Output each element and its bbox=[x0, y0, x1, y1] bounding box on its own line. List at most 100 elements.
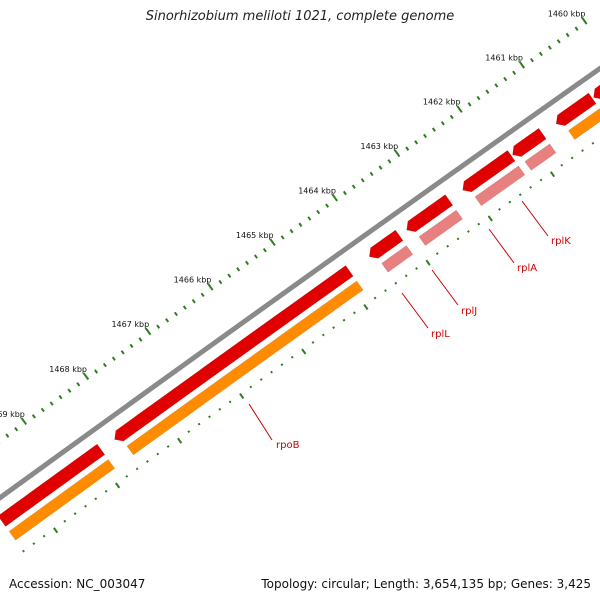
inner-minor-tick bbox=[384, 289, 387, 292]
gene-label-rplA[interactable]: rplA bbox=[517, 263, 537, 274]
inner-minor-tick bbox=[104, 489, 108, 493]
gene-label-rpoB[interactable]: rpoB bbox=[276, 440, 300, 451]
major-tick bbox=[82, 372, 90, 381]
gene-label-rplL[interactable]: rplL bbox=[431, 329, 450, 340]
minor-tick bbox=[351, 184, 356, 189]
minor-tick bbox=[129, 343, 134, 349]
minor-tick bbox=[200, 292, 205, 298]
minor-tick bbox=[67, 388, 72, 393]
inner-minor-tick bbox=[125, 474, 129, 478]
minor-tick bbox=[414, 140, 419, 145]
tick-label: 1466 kbp bbox=[174, 275, 212, 284]
gene-feature-rplA bbox=[462, 150, 516, 193]
rna-feature-rplK bbox=[524, 143, 557, 171]
inner-minor-tick bbox=[404, 274, 408, 278]
inner-minor-tick bbox=[498, 208, 501, 211]
inner-minor-tick bbox=[373, 296, 377, 300]
inner-minor-tick bbox=[218, 407, 222, 411]
inner-major-tick bbox=[425, 259, 431, 266]
minor-tick bbox=[538, 51, 543, 57]
minor-tick bbox=[378, 165, 383, 170]
minor-tick bbox=[423, 133, 428, 139]
minor-tick bbox=[342, 190, 347, 196]
leader-line bbox=[488, 228, 515, 264]
inner-minor-tick bbox=[280, 363, 284, 367]
minor-tick bbox=[262, 247, 267, 253]
inner-minor-tick bbox=[166, 445, 170, 448]
minor-tick bbox=[360, 178, 365, 183]
major-tick bbox=[518, 61, 526, 69]
minor-tick bbox=[574, 26, 579, 31]
inner-minor-tick bbox=[84, 504, 87, 508]
inner-major-tick bbox=[301, 348, 307, 355]
leader-line bbox=[248, 403, 273, 441]
inner-minor-tick bbox=[477, 222, 481, 226]
minor-tick bbox=[476, 95, 481, 101]
inner-minor-tick bbox=[311, 341, 315, 344]
inner-minor-tick bbox=[446, 244, 450, 248]
inner-minor-tick bbox=[156, 452, 160, 456]
inner-minor-tick bbox=[581, 149, 584, 152]
major-tick bbox=[269, 238, 276, 247]
minor-tick bbox=[5, 433, 10, 438]
minor-tick bbox=[218, 279, 223, 285]
inner-minor-tick bbox=[63, 519, 67, 523]
minor-tick bbox=[565, 32, 570, 38]
minor-tick bbox=[236, 267, 241, 272]
gene-label-rplJ[interactable]: rplJ bbox=[461, 306, 477, 317]
tick-label: 1468 kbp bbox=[49, 365, 87, 374]
tick-label: 1460 kbp bbox=[548, 9, 586, 18]
minor-tick bbox=[431, 127, 436, 132]
inner-minor-tick bbox=[415, 267, 418, 270]
leader-line bbox=[401, 292, 429, 329]
inner-major-tick bbox=[53, 527, 59, 534]
minor-tick bbox=[512, 70, 517, 76]
minor-tick bbox=[138, 337, 143, 342]
minor-tick bbox=[227, 273, 232, 278]
gene-track bbox=[0, 84, 600, 527]
tick-labels: 1460 kbp 1461 kbp 1462 kbp 1463 kbp 1464 kbp… bbox=[0, 9, 585, 419]
minor-tick bbox=[405, 146, 410, 151]
minor-tick bbox=[58, 394, 63, 400]
major-tick bbox=[331, 193, 338, 202]
tick-label: 1465 kbp bbox=[236, 231, 274, 240]
inner-minor-tick bbox=[22, 549, 25, 553]
label-rpoB: rpoB bbox=[248, 403, 300, 451]
gene-feature-rplL bbox=[369, 229, 404, 259]
gene-feature-rplJ bbox=[406, 194, 454, 233]
inner-major-tick bbox=[487, 215, 493, 222]
minor-tick bbox=[31, 414, 36, 419]
minor-tick bbox=[298, 222, 303, 227]
gene-label-rplK[interactable]: rplK bbox=[551, 236, 571, 247]
minor-tick bbox=[467, 102, 472, 107]
inner-minor-tick bbox=[435, 252, 439, 256]
label-rplK: rplK bbox=[521, 200, 571, 247]
major-tick bbox=[144, 327, 152, 336]
inner-minor-tick bbox=[518, 193, 522, 197]
inner-scale bbox=[22, 141, 595, 553]
gene-feature bbox=[555, 92, 597, 126]
minor-tick bbox=[156, 324, 161, 329]
inner-minor-tick bbox=[73, 512, 77, 516]
minor-tick bbox=[325, 203, 330, 208]
rna-feature-rplA bbox=[474, 165, 526, 207]
inner-minor-tick bbox=[290, 355, 294, 359]
minor-tick bbox=[102, 362, 107, 368]
major-tick bbox=[20, 417, 28, 425]
tick-label: 1461 kbp bbox=[485, 53, 523, 62]
minor-tick bbox=[530, 57, 534, 63]
label-rplL: rplL bbox=[401, 292, 450, 340]
inner-major-tick bbox=[115, 482, 121, 489]
inner-minor-tick bbox=[321, 333, 325, 337]
accession-text: Accession: NC_003047 bbox=[9, 577, 146, 591]
backbone bbox=[0, 65, 600, 501]
label-rplJ: rplJ bbox=[431, 269, 477, 317]
minor-tick bbox=[40, 407, 45, 413]
inner-minor-tick bbox=[187, 430, 191, 434]
inner-major-tick bbox=[177, 437, 183, 444]
minor-tick bbox=[289, 228, 294, 234]
minor-tick bbox=[503, 76, 508, 82]
inner-major-tick bbox=[363, 303, 369, 311]
leader-line bbox=[521, 200, 549, 237]
inner-minor-tick bbox=[466, 230, 470, 233]
